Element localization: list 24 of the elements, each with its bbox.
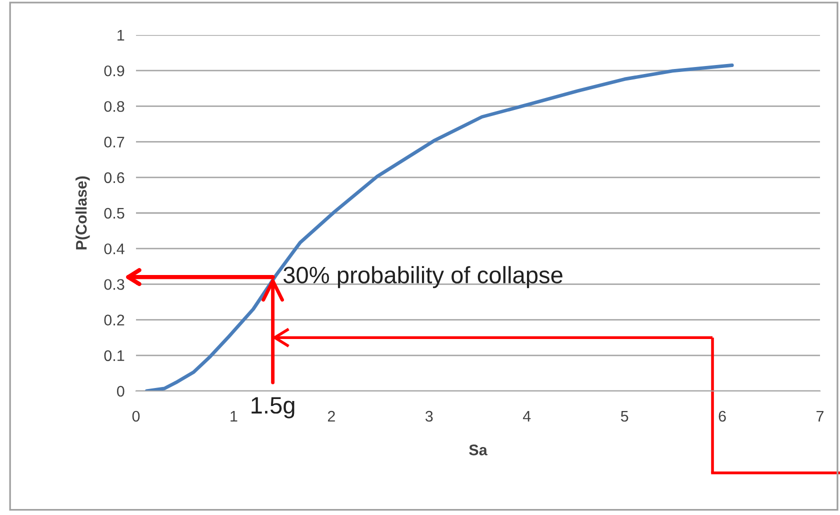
y-tick-label: 0.4 — [104, 243, 124, 254]
y-tick-label: 0.3 — [104, 279, 124, 290]
x-tick-label: 5 — [620, 411, 628, 422]
y-tick-label: 0.5 — [104, 208, 124, 219]
y-tick-label: 0 — [116, 386, 124, 397]
x-tick-label: 4 — [522, 411, 531, 422]
y-tick-label: 0.2 — [104, 314, 124, 326]
y-tick-label: 0.6 — [104, 172, 124, 184]
annotation: 30% probability of collapse — [283, 266, 562, 288]
y-tick-label: 0.1 — [104, 350, 124, 362]
x-tick-label: 7 — [816, 411, 824, 422]
x-tick-label: 2 — [328, 410, 335, 422]
y-tick-label: 0.8 — [104, 101, 124, 112]
x-tick-label: 6 — [718, 410, 726, 422]
y-tick-label: 1 — [118, 30, 124, 41]
y-tick-label: 0.7 — [104, 136, 124, 148]
y-tick-label: 0.9 — [104, 65, 124, 76]
x-tick-label: 1 — [230, 411, 238, 422]
x-axis-title: Sa — [469, 444, 488, 456]
x-tick-label: 3 — [425, 410, 433, 422]
line-series — [145, 64, 734, 391]
y-axis-title: P(Collase) — [76, 176, 90, 250]
annotation: 1.5g — [252, 397, 294, 418]
x-tick-label: 0 — [132, 410, 140, 422]
